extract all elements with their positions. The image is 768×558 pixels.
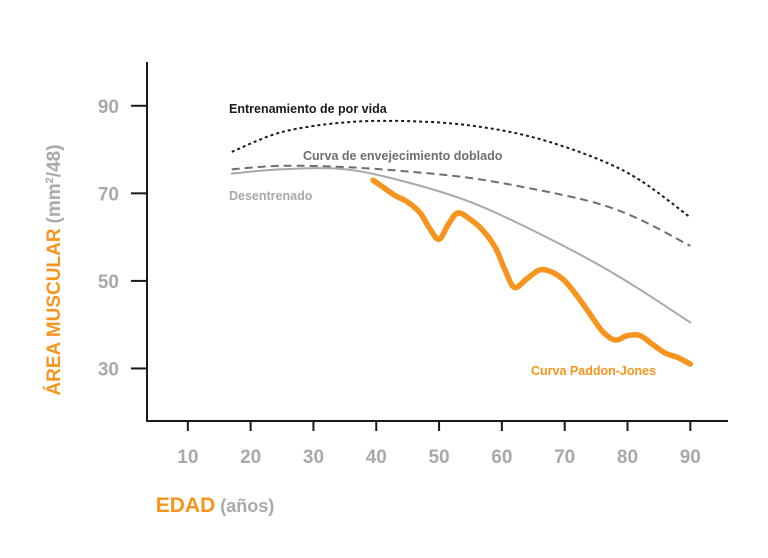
y-axis-title: ÁREA MUSCULAR (mm2/48) xyxy=(43,144,65,395)
y-tick-label: 30 xyxy=(98,359,119,380)
lifetime-training-line xyxy=(231,119,691,219)
x-axis-title-unit: (años) xyxy=(220,496,274,516)
x-axis-title-main: EDAD xyxy=(156,494,216,517)
x-tick-label: 90 xyxy=(680,447,701,468)
x-tick-label: 70 xyxy=(554,447,575,468)
label-paddon-jones-curve: Curva Paddon-Jones xyxy=(531,364,656,378)
paddon-jones-curve-line xyxy=(370,177,694,367)
y-axis-unit-prefix: (mm xyxy=(44,183,65,223)
x-tick-label: 60 xyxy=(491,447,512,468)
x-tick-label: 40 xyxy=(366,447,387,468)
label-untrained: Desentrenado xyxy=(229,189,313,203)
label-lifetime-training: Entrenamiento de por vida xyxy=(229,102,388,116)
y-tick-label: 70 xyxy=(98,184,119,205)
y-axis-title-main: ÁREA MUSCULAR xyxy=(43,228,65,395)
y-axis-unit-suffix: /48) xyxy=(44,144,65,177)
svg-text:ÁREA MUSCULAR(mm2/48): ÁREA MUSCULAR (mm2/48) xyxy=(43,144,65,395)
x-tick-label: 80 xyxy=(617,447,638,468)
y-axis-title-unit: (mm2/48) xyxy=(44,144,65,223)
bent-aging-curve-line xyxy=(231,164,691,247)
x-tick-label: 20 xyxy=(240,447,261,468)
y-tick-label: 50 xyxy=(98,272,119,293)
label-bent-aging-curve: Curva de envejecimiento doblado xyxy=(303,149,503,163)
x-tick-label: 30 xyxy=(303,447,324,468)
axes-layer: 90 70 50 30 10 20 30 40 50 60 70 80 90 xyxy=(98,62,728,468)
y-tick-label: 90 xyxy=(98,97,119,118)
x-tick-label: 50 xyxy=(428,447,449,468)
series-layer xyxy=(230,119,694,367)
labels-layer: Entrenamiento de por vida Curva de enveje… xyxy=(229,102,656,378)
y-axis-unit-superscript: 2 xyxy=(44,177,56,183)
x-tick-label: 10 xyxy=(177,447,198,468)
untrained-line xyxy=(230,167,692,324)
x-axis-title: EDAD (años) xyxy=(156,494,275,517)
